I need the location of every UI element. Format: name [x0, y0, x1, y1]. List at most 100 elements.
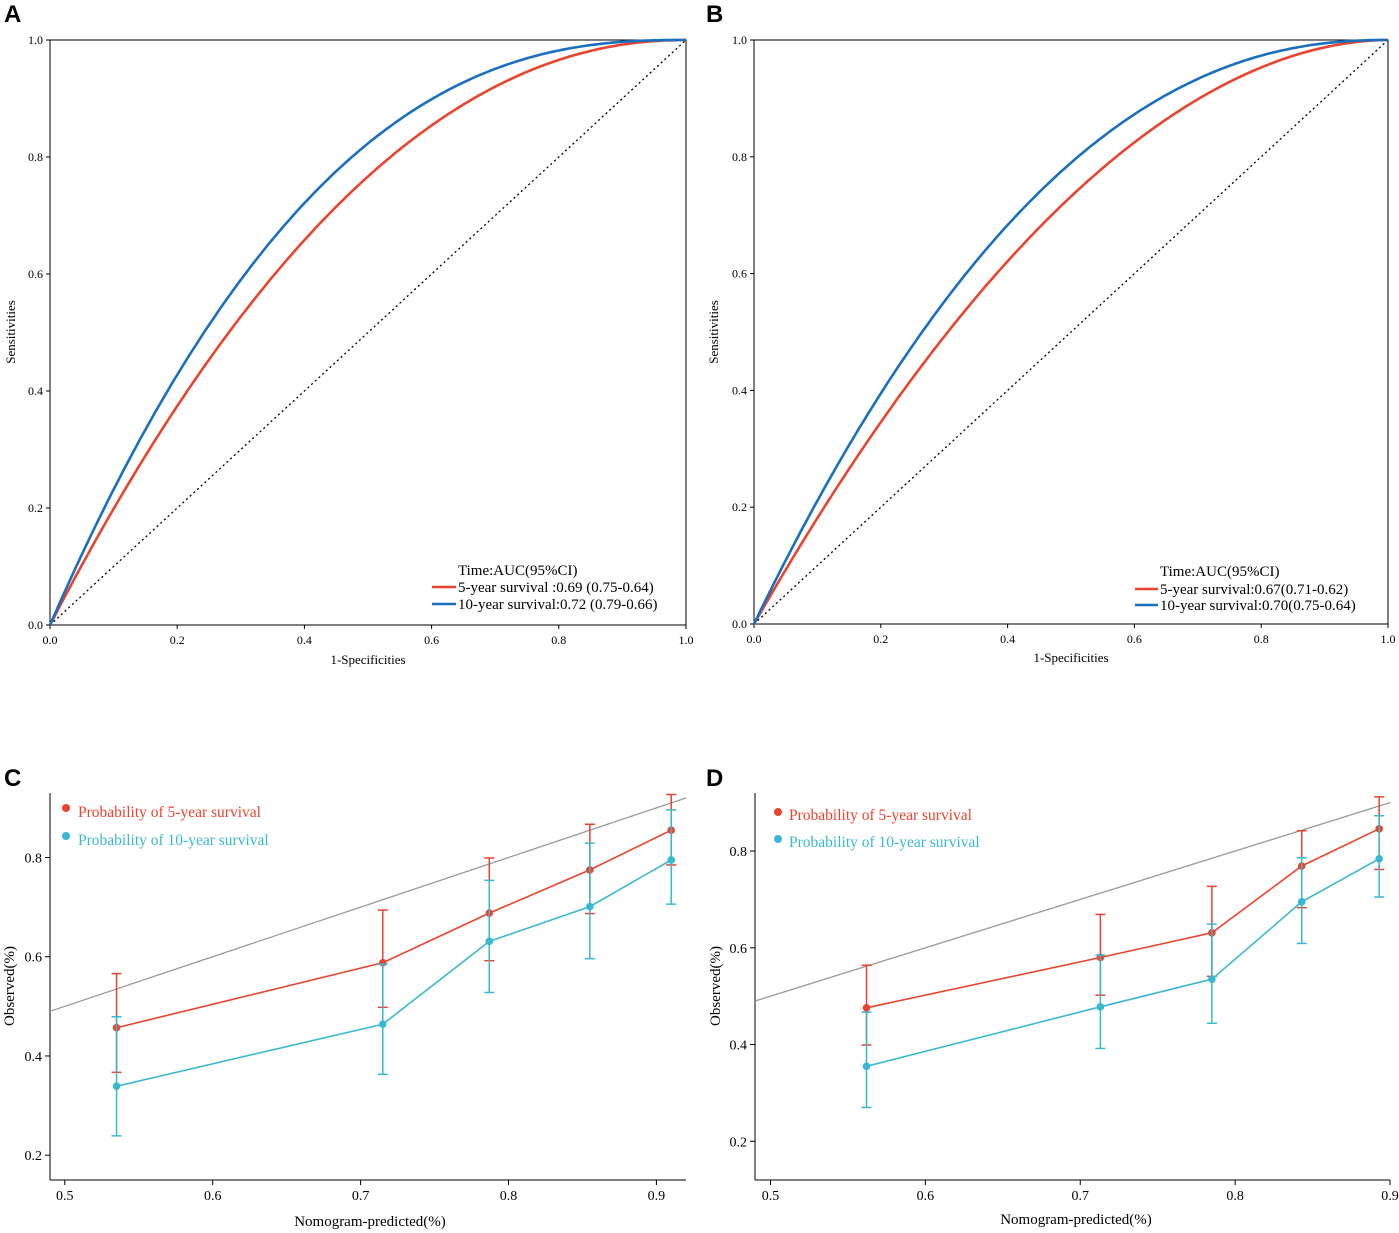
- legend-dot-5-year: [62, 804, 70, 812]
- roc-curve-5-year: [752, 38, 1388, 625]
- data-point-10-year: [1096, 1003, 1105, 1011]
- y-tick-label: 0.4: [25, 1050, 43, 1065]
- data-point-10-year: [667, 856, 676, 864]
- y-tick-label: 0.8: [25, 852, 43, 867]
- x-tick-label: 0.8: [1226, 1189, 1244, 1204]
- roc-curve-5-year: [48, 38, 686, 626]
- x-tick-label: 0.5: [762, 1189, 780, 1204]
- legend-label-10-year: 10-year survival:0.70(0.75-0.64): [1160, 598, 1356, 614]
- y-tick-label: 0.2: [28, 501, 43, 515]
- x-tick-label: 0.4: [1000, 632, 1015, 646]
- panel-letter-d: D: [706, 765, 723, 792]
- y-tick-label: 0.0: [732, 617, 747, 631]
- x-tick-label: 0.4: [297, 633, 312, 647]
- x-tick-label: 0.8: [551, 633, 566, 647]
- y-axis-label: Sensitivities: [3, 300, 18, 364]
- x-tick-label: 0.8: [500, 1189, 518, 1204]
- y-tick-label: 0.6: [732, 267, 747, 281]
- legend-label-10-year: Probability of 10-year survival: [78, 832, 269, 849]
- calibration-line-5-year: [116, 829, 672, 1029]
- data-point-10-year: [862, 1062, 871, 1071]
- y-tick-label: 0.6: [730, 942, 748, 957]
- x-tick-label: 0.6: [204, 1189, 222, 1204]
- y-tick-label: 0.2: [732, 500, 747, 514]
- x-tick-label: 0.0: [747, 632, 762, 646]
- data-point-10-year: [485, 937, 494, 946]
- y-tick-label: 0.8: [730, 845, 748, 860]
- reference-diagonal: [753, 39, 1389, 625]
- data-point-10-year: [586, 902, 594, 911]
- y-tick-label: 1.0: [28, 33, 43, 47]
- roc-curve-10-year: [48, 38, 686, 626]
- panel-letter-a: A: [4, 1, 21, 28]
- reference-diagonal: [49, 39, 687, 626]
- legend-title: Time:AUC(95%CI): [1160, 564, 1279, 580]
- x-axis-label: Nomogram-predicted(%): [294, 1214, 446, 1230]
- x-axis-label: 1-Specificities: [330, 652, 405, 667]
- plot-frame: [49, 39, 687, 626]
- y-tick-label: 0.2: [730, 1135, 748, 1150]
- legend: Time:AUC(95%CI) 5-year survival:0.67(0.7…: [1135, 564, 1356, 614]
- x-tick-label: 0.8: [1254, 632, 1269, 646]
- legend: Probability of 5-year survival Probabili…: [62, 804, 269, 849]
- data-point-10-year: [1375, 854, 1383, 863]
- ideal-reference-line: [754, 802, 1391, 1002]
- legend-label-5-year: 5-year survival :0.69 (0.75-0.64): [458, 580, 654, 596]
- y-tick-label: 0.2: [25, 1149, 43, 1164]
- legend-dot-10-year: [774, 835, 782, 843]
- y-tick-label: 1.0: [732, 33, 747, 47]
- legend-title: Time:AUC(95%CI): [458, 563, 577, 579]
- x-tick-label: 0.5: [56, 1189, 74, 1204]
- x-tick-label: 0.7: [1071, 1189, 1089, 1204]
- roc-curve-10-year: [752, 38, 1388, 625]
- data-point-10-year: [1297, 898, 1306, 906]
- x-tick-label: 0.9: [1381, 1189, 1399, 1204]
- tick-marks: [750, 39, 1389, 628]
- x-tick-label: 0.2: [873, 632, 888, 646]
- legend-label-10-year: Probability of 10-year survival: [789, 834, 980, 851]
- y-tick-label: 0.4: [28, 384, 43, 398]
- y-tick-label: 0.6: [25, 951, 43, 966]
- calibration-panel-d: 0.5 0.6 0.7 0.8 0.9 0.2 0.4 0.6 0.8 Nomogram-pr…: [708, 793, 1399, 1228]
- ideal-reference-line: [49, 797, 687, 1012]
- x-tick-label: 0.9: [648, 1189, 666, 1204]
- legend-dot-10-year: [62, 832, 70, 840]
- x-tick-label: 0.6: [424, 633, 439, 647]
- calibration-panel-c: 0.5 0.6 0.7 0.8 0.9 0.2 0.4 0.6 0.8 Nomogram-pr…: [2, 793, 687, 1230]
- data-point-10-year: [1208, 975, 1216, 984]
- data-point-10-year: [378, 1020, 387, 1029]
- y-tick-label: 0.6: [28, 267, 43, 281]
- y-tick-label: 0.4: [732, 383, 747, 397]
- x-tick-label: 0.7: [352, 1189, 370, 1204]
- y-tick-label: 0.8: [732, 150, 747, 164]
- roc-panel-a: 0.0 0.2 0.4 0.6 0.8 1.0 0.0 0.2 0.4 0.6 0.8 1.0 1-…: [3, 33, 694, 667]
- tick-marks: [750, 850, 1391, 1185]
- calibration-line-10-year: [116, 859, 672, 1087]
- x-axis-label: 1-Specificities: [1033, 650, 1108, 665]
- x-tick-label: 0.0: [43, 633, 58, 647]
- x-axis-label: Nomogram-predicted(%): [1000, 1212, 1152, 1228]
- x-tick-label: 0.2: [170, 633, 185, 647]
- x-tick-label: 1.0: [679, 633, 694, 647]
- panel-letter-c: C: [4, 765, 21, 792]
- legend-label-5-year: Probability of 5-year survival: [789, 807, 972, 824]
- y-tick-label: 0.0: [28, 618, 43, 632]
- legend-label-10-year: 10-year survival:0.72 (0.79-0.66): [458, 597, 658, 613]
- legend: Probability of 5-year survival Probabili…: [774, 807, 980, 851]
- panel-letter-b: B: [706, 1, 723, 28]
- y-tick-label: 0.8: [28, 150, 43, 164]
- x-tick-label: 0.6: [1127, 632, 1142, 646]
- x-tick-label: 0.6: [917, 1189, 935, 1204]
- tick-marks: [45, 857, 657, 1185]
- roc-panel-b: 0.0 0.2 0.4 0.6 0.8 1.0 0.0 0.2 0.4 0.6 0.8 1.0 1-…: [706, 33, 1396, 665]
- data-point-5-year: [862, 1003, 871, 1012]
- y-tick-label: 0.4: [730, 1039, 748, 1054]
- y-axis-label: Observed(%): [2, 946, 18, 1026]
- x-tick-label: 1.0: [1381, 632, 1396, 646]
- legend-dot-5-year: [774, 808, 782, 816]
- legend-label-5-year: Probability of 5-year survival: [78, 804, 261, 821]
- data-point-10-year: [112, 1082, 121, 1091]
- y-axis-label: Sensitivities: [706, 300, 721, 364]
- plot-frame: [753, 39, 1389, 625]
